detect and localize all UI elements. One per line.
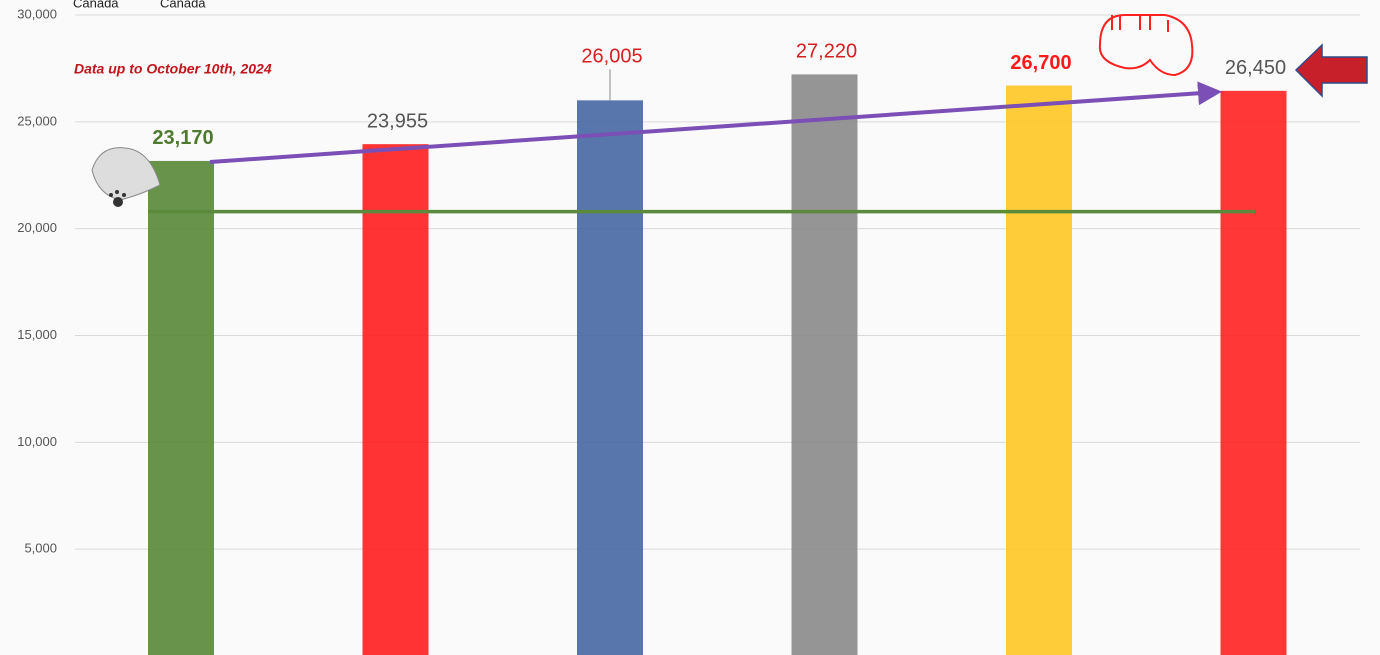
cropped-label: Canada	[73, 0, 119, 10]
y-tick-label: 25,000	[17, 113, 57, 128]
value-label: 27,220	[796, 41, 857, 63]
bar	[791, 74, 858, 655]
bar	[148, 160, 214, 655]
value-label: 26,450	[1225, 57, 1286, 79]
value-label: 23,170	[152, 127, 213, 149]
y-tick-label: 20,000	[17, 220, 57, 235]
bar	[1006, 85, 1072, 655]
trend-arrow	[209, 81, 1222, 164]
bar	[577, 100, 643, 655]
bar	[362, 144, 429, 655]
annotation: Data up to October 10th, 2024	[74, 61, 272, 77]
y-tick-label: 10,000	[17, 434, 57, 449]
value-label: 26,005	[581, 46, 642, 68]
value-label: 26,700	[1010, 52, 1071, 74]
bar	[1220, 90, 1287, 655]
wolf-icon	[91, 147, 161, 207]
y-tick-label: 30,000	[17, 6, 57, 21]
elephant-icon	[1098, 14, 1194, 77]
y-tick-label: 5,000	[24, 541, 57, 556]
cropped-label: Canada	[160, 0, 206, 10]
value-label: 23,955	[367, 110, 428, 132]
plot-area: 5,000 10,000 15,000 20,000 25,000 30,000 23,17…	[17, 6, 1360, 655]
y-tick-label: 15,000	[17, 327, 57, 342]
pointer-arrow	[1294, 43, 1368, 98]
